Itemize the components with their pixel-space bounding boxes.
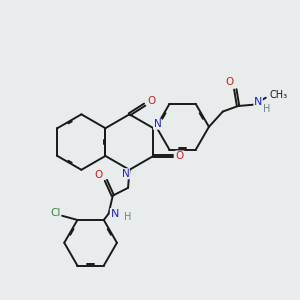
Text: N: N <box>110 208 119 219</box>
Text: H: H <box>263 103 271 114</box>
Text: Cl: Cl <box>50 208 60 218</box>
Text: O: O <box>148 96 156 106</box>
Text: N: N <box>154 119 161 129</box>
Text: O: O <box>225 77 233 87</box>
Text: O: O <box>176 151 184 161</box>
Text: CH₃: CH₃ <box>270 90 288 100</box>
Text: N: N <box>122 169 129 179</box>
Text: O: O <box>95 170 103 180</box>
Text: H: H <box>124 212 131 222</box>
Text: N: N <box>254 97 262 107</box>
